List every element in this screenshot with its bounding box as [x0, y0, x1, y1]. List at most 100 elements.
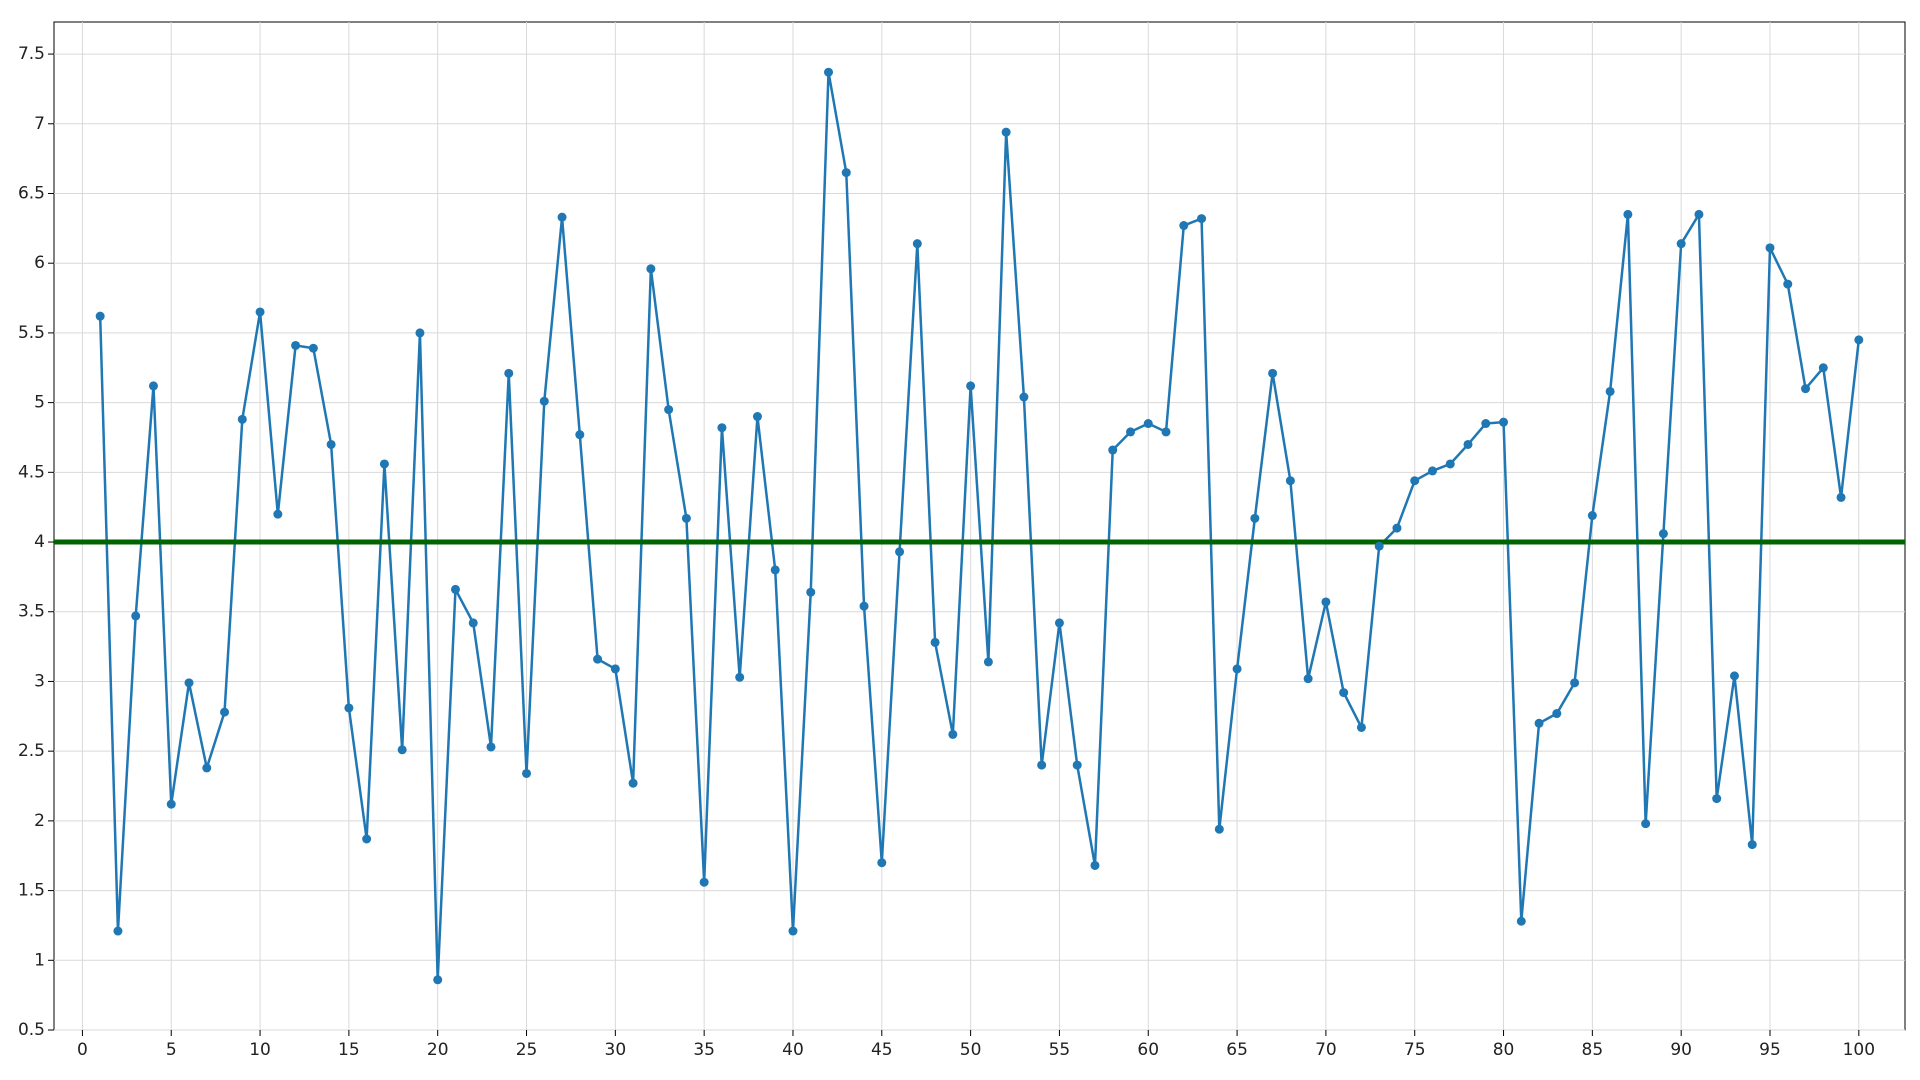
point — [415, 328, 425, 338]
point — [593, 654, 603, 664]
point — [1037, 760, 1047, 770]
point — [1090, 860, 1100, 870]
point — [1054, 618, 1064, 628]
point — [1605, 386, 1615, 396]
point — [131, 611, 141, 621]
point — [1641, 819, 1651, 829]
point — [1321, 597, 1331, 607]
y-tick-label: 1.5 — [18, 881, 45, 901]
point — [1427, 466, 1437, 476]
point — [148, 381, 158, 391]
point — [966, 381, 976, 391]
point — [326, 439, 336, 449]
point — [1410, 476, 1420, 486]
point — [628, 778, 638, 788]
point — [1854, 335, 1864, 345]
point — [379, 459, 389, 469]
point — [504, 368, 514, 378]
point — [1623, 209, 1633, 219]
x-tick-label: 0 — [77, 1040, 88, 1060]
point — [1108, 445, 1118, 455]
point — [113, 926, 123, 936]
point — [752, 412, 762, 422]
y-tick-label: 4 — [34, 532, 45, 552]
point — [468, 618, 478, 628]
point — [362, 834, 372, 844]
point — [273, 509, 283, 519]
point — [1374, 541, 1384, 551]
y-tick-label: 7.5 — [18, 44, 45, 64]
x-tick-label: 65 — [1226, 1040, 1248, 1060]
y-tick-label: 3.5 — [18, 602, 45, 622]
x-tick-label: 100 — [1843, 1040, 1875, 1060]
point — [539, 396, 549, 406]
point — [1001, 127, 1011, 137]
point — [859, 601, 869, 611]
x-tick-label: 30 — [605, 1040, 627, 1060]
point — [1179, 221, 1189, 231]
y-tick-label: 6 — [34, 253, 45, 273]
x-tick-label: 50 — [960, 1040, 982, 1060]
point — [681, 513, 691, 523]
point — [184, 678, 194, 688]
point — [1747, 840, 1757, 850]
y-tick-label: 3 — [34, 671, 45, 691]
point — [1143, 419, 1153, 429]
point — [930, 637, 940, 647]
point — [1801, 384, 1811, 394]
point — [1552, 709, 1562, 719]
y-tick-label: 5.5 — [18, 323, 45, 343]
point — [344, 703, 354, 713]
point — [1019, 392, 1029, 402]
point — [1729, 671, 1739, 681]
point — [1712, 794, 1722, 804]
line — [98, 71, 1861, 980]
x-tick-label: 20 — [427, 1040, 449, 1060]
point — [237, 414, 247, 424]
point — [770, 565, 780, 575]
point — [1214, 824, 1224, 834]
point — [699, 877, 709, 887]
point — [1818, 363, 1828, 373]
x-tick-label: 55 — [1049, 1040, 1071, 1060]
point — [1765, 243, 1775, 253]
point — [664, 405, 674, 415]
y-tick-label: 2.5 — [18, 741, 45, 761]
y-tick-label: 4.5 — [18, 462, 45, 482]
x-tick-label: 10 — [249, 1040, 271, 1060]
point — [1197, 214, 1207, 224]
point — [1516, 916, 1526, 926]
x-tick-label: 80 — [1493, 1040, 1515, 1060]
point — [486, 742, 496, 752]
point — [1587, 511, 1597, 521]
point — [895, 547, 905, 557]
point — [1339, 688, 1349, 698]
point — [1836, 492, 1846, 502]
point — [1481, 419, 1491, 429]
point — [557, 212, 567, 222]
point — [308, 343, 318, 353]
point — [1392, 523, 1402, 533]
point — [788, 926, 798, 936]
x-tick-label: 25 — [516, 1040, 538, 1060]
point — [841, 168, 851, 178]
point — [433, 975, 443, 985]
point — [575, 430, 585, 440]
point — [912, 239, 922, 249]
y-tick-label: 0.5 — [18, 1020, 45, 1040]
point — [522, 768, 532, 778]
x-tick-label: 95 — [1759, 1040, 1781, 1060]
x-tick-label: 40 — [782, 1040, 804, 1060]
x-tick-label: 75 — [1404, 1040, 1426, 1060]
x-tick-label: 70 — [1315, 1040, 1337, 1060]
x-tick-label: 15 — [338, 1040, 360, 1060]
point — [397, 745, 407, 755]
point — [1499, 417, 1509, 427]
point — [255, 307, 265, 317]
x-tick-label: 85 — [1582, 1040, 1604, 1060]
point — [1250, 513, 1260, 523]
point — [1783, 279, 1793, 289]
point — [166, 799, 176, 809]
y-tick-label: 5 — [34, 393, 45, 413]
